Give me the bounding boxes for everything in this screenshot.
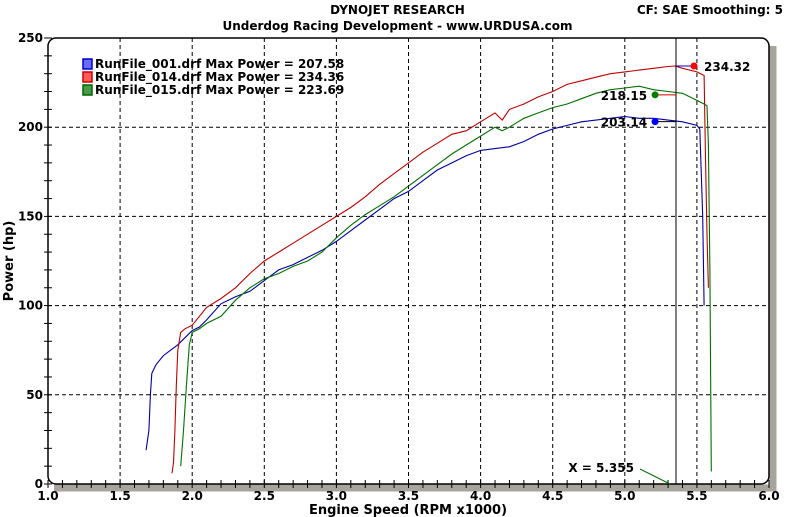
power-curve-runfile_015-drf xyxy=(180,85,712,472)
legend-swatch xyxy=(82,84,93,96)
x-axis-label: Engine Speed (RPM x1000) xyxy=(309,503,507,517)
x-tick-label: 5.0 xyxy=(614,489,635,503)
legend-entry: RunFile_014.drf Max Power = 234.36 xyxy=(95,70,344,85)
peak-marker-dot xyxy=(690,62,698,70)
y-tick-label: 50 xyxy=(26,388,43,402)
x-tick-label: 5.5 xyxy=(686,489,707,503)
y-tick-label: 100 xyxy=(18,299,43,313)
peak-markers: 234.32 218.15 203.14 xyxy=(601,60,751,130)
y-tick-label: 150 xyxy=(18,209,43,223)
y-tick-label: 250 xyxy=(18,31,43,45)
y-tick-label: 200 xyxy=(18,120,43,134)
chart-title: DYNOJET RESEARCH xyxy=(330,3,465,17)
cursor-line[interactable]: X = 5.355 xyxy=(568,38,677,485)
legend-entry: RunFile_001.drf Max Power = 207.58 xyxy=(95,57,344,72)
x-tick-label: 6.0 xyxy=(758,489,779,503)
peak-marker-label: 234.32 xyxy=(704,60,750,74)
x-tick-label: 3.5 xyxy=(398,489,419,503)
x-tick-label: 2.0 xyxy=(182,489,203,503)
y-axis-label: Power (hp) xyxy=(2,221,17,302)
cursor-value-label: X = 5.355 xyxy=(568,461,634,475)
x-tick-label: 2.5 xyxy=(254,489,275,503)
legend-entry: RunFile_015.drf Max Power = 223.69 xyxy=(95,83,344,98)
plot-frame xyxy=(47,37,777,492)
settings-label: CF: SAE Smoothing: 5 xyxy=(636,3,783,17)
chart-subtitle: Underdog Racing Development - www.URDUSA… xyxy=(222,19,573,33)
x-tick-label: 4.0 xyxy=(470,489,491,503)
legend-swatch xyxy=(82,58,93,70)
power-curve-runfile_014-drf xyxy=(171,65,709,474)
peak-marker-dot xyxy=(651,118,659,126)
grid-lines xyxy=(48,38,769,484)
legend: RunFile_001.drf Max Power = 207.58RunFil… xyxy=(82,57,344,98)
power-curves xyxy=(145,65,712,474)
x-tick-label: 4.5 xyxy=(542,489,563,503)
x-tick-label: 1.0 xyxy=(37,489,58,503)
power-curve-runfile_001-drf xyxy=(145,115,705,451)
x-tick-label: 1.5 xyxy=(109,489,130,503)
legend-swatch xyxy=(82,71,93,83)
y-tick-label: 0 xyxy=(35,477,43,491)
peak-marker-label: 218.15 xyxy=(601,89,647,103)
cursor-leader-line xyxy=(639,468,671,485)
frame-shadow xyxy=(54,46,777,492)
x-tick-label: 3.0 xyxy=(326,489,347,503)
peak-marker-label: 203.14 xyxy=(601,116,647,130)
peak-marker-dot xyxy=(651,91,659,99)
axes: 1.0 1.5 2.0 2.5 3.0 3.5 4.0 4.5 5.0 5.5 6.0 0 50 100 1… xyxy=(18,31,780,503)
